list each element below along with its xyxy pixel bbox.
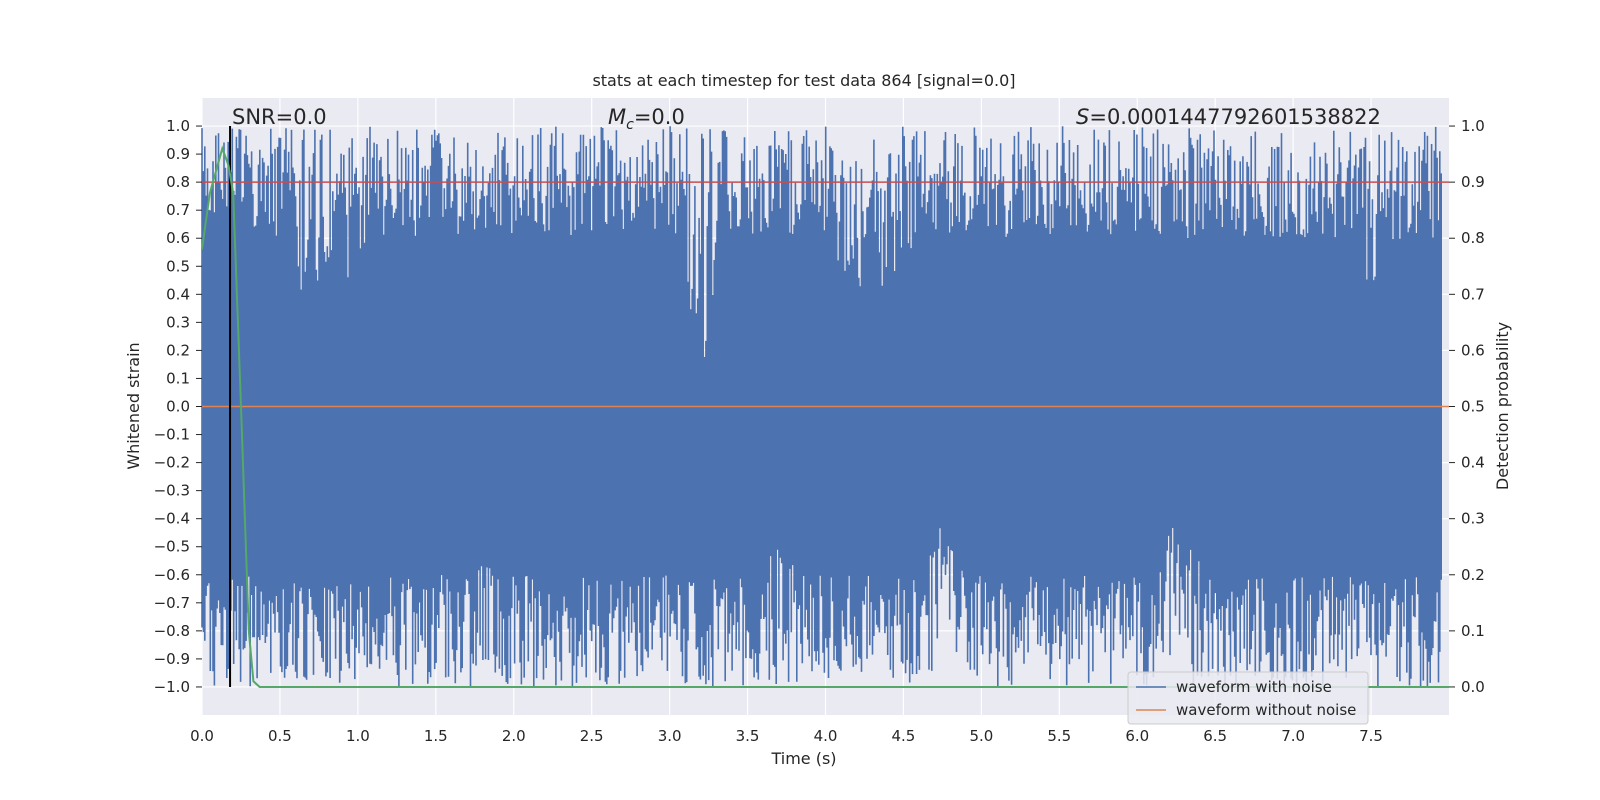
- left-tick-label: −0.3: [154, 482, 190, 500]
- x-axis-ticks: 0.0 0.5 1.0 1.5 2.0 2.5 3.0 3.5 4.0 4.5 5.0 5.5 6.0 6…: [190, 727, 1383, 745]
- x-tick-label: 1.5: [424, 727, 448, 745]
- x-tick-label: 3.0: [658, 727, 682, 745]
- left-y-axis-ticks: 1.0 0.9 0.8 0.7 0.6 0.5 0.4 0.3 0.2 0.1 0.0 −0.1 −0.…: [154, 117, 202, 696]
- chirp-mass-value: =0.0: [634, 105, 685, 129]
- x-tick-label: 6.0: [1125, 727, 1149, 745]
- right-y-axis-label: Detection probability: [1493, 322, 1512, 490]
- left-tick-label: 0.0: [166, 398, 190, 416]
- x-tick-label: 7.0: [1281, 727, 1305, 745]
- chirp-mass-symbol: M: [608, 105, 626, 129]
- left-tick-label: 0.7: [166, 201, 190, 219]
- right-tick-label: 0.6: [1461, 341, 1485, 359]
- left-tick-label: 0.9: [166, 145, 190, 163]
- right-tick-label: 0.7: [1461, 285, 1485, 303]
- left-tick-label: 0.4: [166, 285, 190, 303]
- left-tick-label: 0.8: [166, 173, 190, 191]
- left-tick-label: −0.9: [154, 650, 190, 668]
- legend-entry-without-noise: waveform without noise: [1176, 701, 1356, 719]
- s-value: =0.0001447792601538822: [1089, 105, 1381, 129]
- x-tick-label: 3.5: [736, 727, 760, 745]
- legend: waveform with noise waveform without noi…: [1127, 671, 1369, 725]
- right-tick-label: 0.5: [1461, 398, 1485, 416]
- left-tick-label: −0.8: [154, 622, 190, 640]
- right-tick-label: 0.0: [1461, 678, 1485, 696]
- left-tick-label: 0.3: [166, 313, 190, 331]
- x-tick-label: 2.5: [580, 727, 604, 745]
- left-tick-label: −0.2: [154, 454, 190, 472]
- legend-box: [1127, 671, 1369, 725]
- right-tick-label: 0.9: [1461, 173, 1485, 191]
- x-tick-label: 4.5: [892, 727, 916, 745]
- x-tick-label: 6.5: [1203, 727, 1227, 745]
- right-tick-label: 0.8: [1461, 229, 1485, 247]
- detection-probability-line: [201, 145, 1449, 688]
- left-tick-label: 0.5: [166, 257, 190, 275]
- left-tick-label: 0.6: [166, 229, 190, 247]
- x-axis-label: Time (s): [770, 749, 836, 768]
- noise-waveform-trace: [201, 126, 1442, 687]
- x-tick-label: 5.0: [969, 727, 993, 745]
- left-y-axis-label: Whitened strain: [124, 342, 143, 469]
- chirp-mass-subscript: c: [626, 117, 634, 133]
- x-tick-label: 4.0: [814, 727, 838, 745]
- left-tick-label: −0.7: [154, 594, 190, 612]
- legend-entry-with-noise: waveform with noise: [1176, 678, 1332, 696]
- left-tick-label: −1.0: [154, 678, 190, 696]
- left-tick-label: −0.1: [154, 426, 190, 444]
- left-tick-label: −0.6: [154, 566, 190, 584]
- right-tick-label: 0.4: [1461, 454, 1485, 472]
- probability-series: [201, 145, 1449, 688]
- right-tick-label: 0.3: [1461, 510, 1485, 528]
- s-symbol: S: [1076, 105, 1089, 129]
- left-tick-label: 0.1: [166, 369, 190, 387]
- right-y-axis-ticks: 1.0 0.9 0.8 0.7 0.6 0.5 0.4 0.3 0.2 0.1 0.0: [1449, 117, 1485, 696]
- snr-annotation: SNR=0.0: [232, 105, 327, 129]
- chart-title: stats at each timestep for test data 864…: [592, 71, 1015, 90]
- right-tick-label: 0.1: [1461, 622, 1485, 640]
- chirp-mass-annotation: Mc=0.0: [608, 105, 685, 133]
- right-tick-label: 1.0: [1461, 117, 1485, 135]
- left-tick-label: 0.2: [166, 341, 190, 359]
- noise-waveform-series: [201, 126, 1442, 687]
- x-tick-label: 1.0: [346, 727, 370, 745]
- right-tick-label: 0.2: [1461, 566, 1485, 584]
- s-annotation: S=0.0001447792601538822: [1076, 105, 1381, 129]
- x-tick-label: 7.5: [1359, 727, 1383, 745]
- left-tick-label: 1.0: [166, 117, 190, 135]
- left-tick-label: −0.5: [154, 538, 190, 556]
- x-tick-label: 2.0: [502, 727, 526, 745]
- reference-lines: [202, 126, 1449, 687]
- x-tick-label: 0.0: [190, 727, 214, 745]
- left-tick-label: −0.4: [154, 510, 190, 528]
- x-tick-label: 0.5: [268, 727, 292, 745]
- x-tick-label: 5.5: [1047, 727, 1071, 745]
